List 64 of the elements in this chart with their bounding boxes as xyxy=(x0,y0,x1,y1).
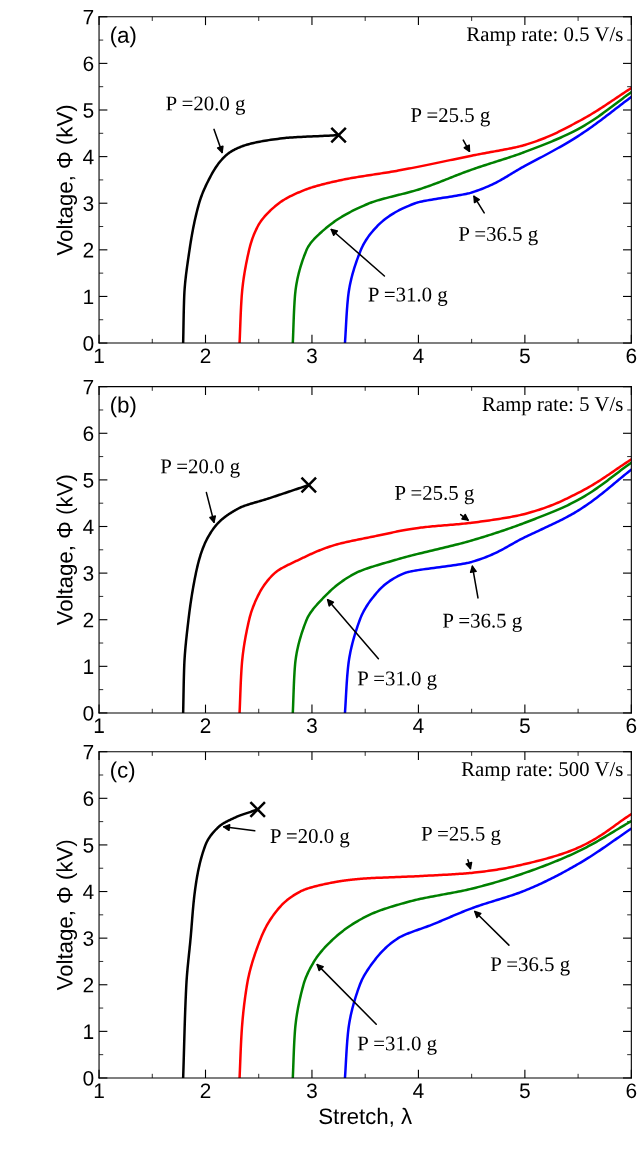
y-tick-label: 1 xyxy=(84,659,94,674)
annotation: Ramp rate: 5 V/s xyxy=(482,397,623,416)
annotation: P =25.5 g xyxy=(421,826,501,846)
annotation: P =31.0 g xyxy=(368,287,448,306)
y-tick-label: 7 xyxy=(83,379,94,395)
y-tick-label: 5 xyxy=(83,103,94,118)
y-tick-label: 2 xyxy=(83,612,94,628)
y-tick-label: 6 xyxy=(83,56,94,72)
x-tick-label: 4 xyxy=(413,718,424,733)
annotation: P =31.0 g xyxy=(357,671,437,690)
annotation: (b) xyxy=(111,396,136,418)
y-tick-label: 5 xyxy=(83,838,94,853)
y-tick-label: 2 xyxy=(83,242,94,258)
y-tick-label: 0 xyxy=(83,1070,94,1086)
y-tick-label: 4 xyxy=(83,519,94,535)
y-tick-label: 6 xyxy=(83,426,94,442)
annotation: P =25.5 g xyxy=(395,485,474,505)
x-tick-label: 2 xyxy=(200,1083,211,1098)
x-tick-label: 6 xyxy=(626,718,637,734)
x-tick-label: 2 xyxy=(200,348,211,364)
x-tick-label: 1 xyxy=(94,718,104,733)
y-tick-label: 1 xyxy=(84,1024,94,1039)
annotation: P =20.0 g xyxy=(270,829,350,848)
x-tick-label: 1 xyxy=(94,348,104,364)
x-tick-label: 4 xyxy=(413,348,424,364)
annotation: (c) xyxy=(111,761,135,783)
y-tick-label: 1 xyxy=(84,289,94,304)
y-tick-label: 6 xyxy=(83,791,94,807)
annotation: P =31.0 g xyxy=(357,1036,437,1055)
y-tick-label: 3 xyxy=(83,566,94,581)
annotation: Ramp rate: 500 V/s xyxy=(461,762,623,781)
x-axis-title: Stretch, λ xyxy=(319,1107,412,1127)
y-tick-label: 0 xyxy=(83,705,94,721)
y-tick-label: 4 xyxy=(83,149,94,165)
y-tick-label: 5 xyxy=(83,473,94,488)
x-tick-label: 6 xyxy=(626,348,637,364)
x-tick-label: 5 xyxy=(519,718,530,734)
annotation: P =36.5 g xyxy=(442,613,522,632)
y-tick-label: 2 xyxy=(83,977,94,993)
annotation: P =20.0 g xyxy=(166,96,246,115)
annotation: P =25.5 g xyxy=(411,108,490,127)
annotation: (a) xyxy=(111,26,136,48)
y-tick-label: 4 xyxy=(83,884,94,900)
x-tick-label: 4 xyxy=(413,1083,424,1098)
x-tick-label: 5 xyxy=(519,1083,530,1099)
x-tick-label: 3 xyxy=(306,718,317,734)
x-tick-label: 3 xyxy=(306,1083,317,1099)
annotation: P =36.5 g xyxy=(490,957,570,976)
y-tick-label: 3 xyxy=(83,196,94,211)
y-axis-title: Voltage, Φ (kV) xyxy=(56,840,78,991)
x-tick-label: 3 xyxy=(306,348,317,364)
y-axis-title: Voltage, Φ (kV) xyxy=(56,475,78,626)
y-tick-label: 3 xyxy=(83,931,94,946)
x-tick-label: 1 xyxy=(94,1083,104,1098)
y-tick-label: 7 xyxy=(83,9,94,25)
x-tick-label: 2 xyxy=(200,718,211,733)
x-tick-label: 5 xyxy=(519,348,530,364)
annotation: P =20.0 g xyxy=(160,459,240,478)
y-tick-label: 0 xyxy=(83,336,94,351)
annotation: P =36.5 g xyxy=(458,227,538,246)
x-tick-label: 6 xyxy=(626,1083,637,1099)
y-tick-label: 7 xyxy=(83,744,94,760)
annotation: Ramp rate: 0.5 V/s xyxy=(466,27,623,46)
y-axis-title: Voltage, Φ (kV) xyxy=(56,105,78,256)
